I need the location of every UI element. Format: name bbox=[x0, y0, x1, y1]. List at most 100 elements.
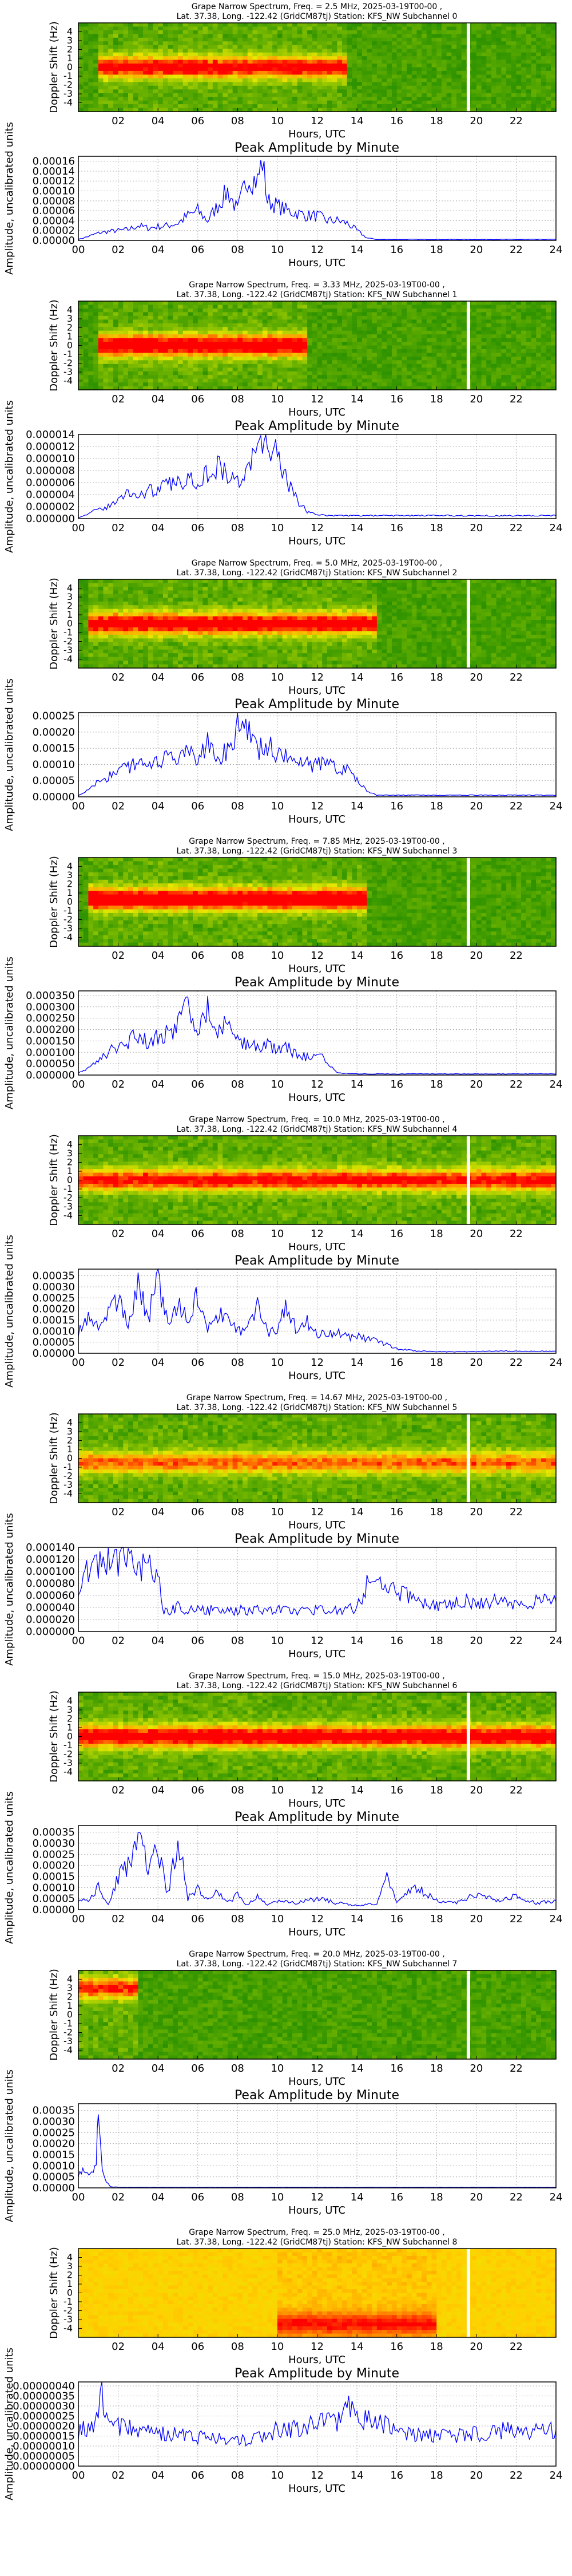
heatmap-cell bbox=[362, 56, 367, 60]
heatmap-cell bbox=[198, 56, 203, 60]
heatmap-cell bbox=[248, 97, 253, 101]
heatmap-cell bbox=[272, 382, 277, 386]
heatmap-cell bbox=[501, 349, 506, 353]
heatmap-cell bbox=[287, 101, 292, 105]
heatmap-cell bbox=[173, 305, 178, 309]
heatmap-cell bbox=[133, 305, 138, 309]
heatmap-cell bbox=[317, 71, 323, 75]
heatmap-cell bbox=[451, 319, 456, 323]
heatmap-cell bbox=[332, 45, 337, 49]
heatmap-cell bbox=[223, 97, 228, 101]
heatmap-cell bbox=[482, 364, 487, 368]
heatmap-cell bbox=[531, 60, 537, 64]
heatmap-cell bbox=[272, 364, 277, 368]
heatmap-cell bbox=[541, 379, 546, 383]
heatmap-cell bbox=[332, 353, 337, 357]
heatmap-cell bbox=[272, 309, 277, 313]
heatmap-cell bbox=[372, 360, 377, 364]
heatmap-cell bbox=[268, 86, 273, 90]
heatmap-cell bbox=[412, 353, 417, 357]
heatmap-cell bbox=[531, 375, 537, 379]
heatmap-cell bbox=[93, 360, 98, 364]
heatmap-cell bbox=[546, 74, 551, 78]
heatmap-cell bbox=[292, 71, 297, 75]
heatmap-cell bbox=[138, 38, 143, 42]
heatmap-cell bbox=[158, 301, 163, 305]
heatmap-cell bbox=[283, 323, 288, 327]
heatmap-cell bbox=[536, 338, 541, 342]
heatmap-cell bbox=[292, 56, 297, 60]
heatmap-cell bbox=[163, 68, 168, 72]
heatmap-cell bbox=[268, 64, 273, 68]
heatmap-cell bbox=[367, 101, 372, 105]
heatmap-cell bbox=[307, 305, 312, 309]
heatmap-cell bbox=[322, 101, 327, 105]
heatmap-cell bbox=[268, 82, 273, 86]
heatmap-cell bbox=[84, 609, 89, 613]
heatmap-cell bbox=[98, 38, 104, 42]
heatmap-cell bbox=[322, 23, 327, 27]
heatmap-cell bbox=[496, 41, 502, 45]
heatmap-cell bbox=[168, 305, 173, 309]
heatmap-cell bbox=[93, 650, 98, 654]
heatmap-cell bbox=[447, 41, 452, 45]
heatmap-cell bbox=[342, 60, 347, 64]
heatmap-cell bbox=[471, 357, 476, 361]
heatmap-cell bbox=[233, 309, 238, 313]
heatmap-cell bbox=[302, 64, 307, 68]
heatmap-cell bbox=[173, 357, 178, 361]
heatmap-cell bbox=[292, 379, 297, 383]
heatmap-cell bbox=[218, 375, 223, 379]
heatmap-cell bbox=[337, 331, 342, 335]
heatmap-cell bbox=[332, 357, 337, 361]
heatmap-cell bbox=[84, 342, 89, 346]
heatmap-cell bbox=[243, 357, 248, 361]
heatmap-cell bbox=[188, 38, 193, 42]
heatmap-cell bbox=[342, 316, 347, 320]
heatmap-cell bbox=[198, 353, 203, 357]
heatmap-cell bbox=[352, 97, 357, 101]
heatmap-cell bbox=[496, 45, 502, 49]
heatmap-cell bbox=[402, 38, 407, 42]
heatmap-cell bbox=[283, 342, 288, 346]
heatmap-cell bbox=[546, 357, 551, 361]
heatmap-cell bbox=[257, 375, 263, 379]
heatmap-cell bbox=[88, 38, 93, 42]
heatmap-cell bbox=[496, 89, 502, 93]
heatmap-cell bbox=[526, 82, 531, 86]
heatmap-cell bbox=[397, 26, 402, 30]
heatmap-cell bbox=[188, 71, 193, 75]
heatmap-cell bbox=[486, 41, 491, 45]
heatmap-cell bbox=[297, 349, 303, 353]
heatmap-cell bbox=[113, 338, 118, 342]
heatmap-cell bbox=[451, 357, 456, 361]
heatmap-cell bbox=[98, 646, 104, 650]
heatmap-cell bbox=[268, 331, 273, 335]
heatmap-cell bbox=[268, 23, 273, 27]
heatmap-cell bbox=[352, 323, 357, 327]
heatmap-cell bbox=[113, 372, 118, 376]
heatmap-cell bbox=[243, 360, 248, 364]
heatmap-cell bbox=[233, 38, 238, 42]
heatmap-cell bbox=[416, 368, 422, 372]
heatmap-cell bbox=[213, 41, 218, 45]
heatmap-cell bbox=[163, 23, 168, 27]
heatmap-cell bbox=[193, 312, 198, 316]
heatmap-cell bbox=[213, 82, 218, 86]
heatmap-cell bbox=[237, 353, 243, 357]
heatmap-cell bbox=[93, 26, 98, 30]
heatmap-cell bbox=[268, 334, 273, 338]
heatmap-cell bbox=[228, 104, 233, 108]
heatmap-cell bbox=[183, 379, 188, 383]
heatmap-cell bbox=[332, 56, 337, 60]
heatmap-cell bbox=[128, 368, 133, 372]
heatmap-cell bbox=[482, 338, 487, 342]
heatmap-cell bbox=[153, 45, 158, 49]
heatmap-cell bbox=[531, 305, 537, 309]
heatmap-cell bbox=[516, 372, 521, 376]
heatmap-cell bbox=[422, 93, 427, 97]
heatmap-cell bbox=[198, 334, 203, 338]
heatmap-cell bbox=[88, 375, 93, 379]
heatmap-cell bbox=[367, 89, 372, 93]
heatmap-cell bbox=[233, 64, 238, 68]
